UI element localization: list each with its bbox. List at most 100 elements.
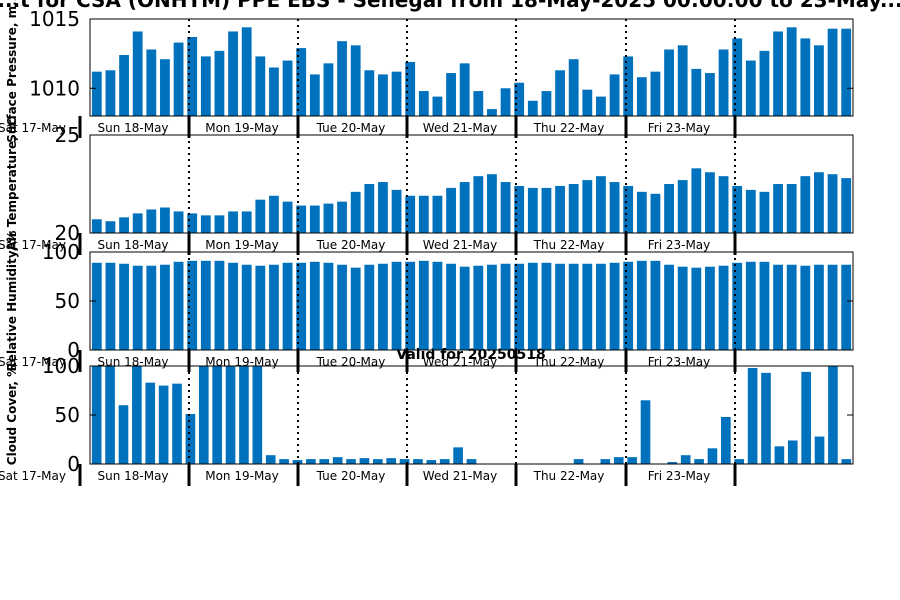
- day-label: Fri 23-May: [648, 238, 711, 252]
- bar: [734, 459, 745, 464]
- bar: [773, 264, 783, 350]
- bar: [255, 199, 266, 233]
- day-label: Tue 20-May: [316, 121, 386, 135]
- bar: [105, 221, 116, 233]
- bar: [514, 82, 525, 116]
- bar: [677, 45, 688, 116]
- bar: [252, 366, 263, 464]
- bar: [841, 459, 852, 464]
- bar: [473, 176, 484, 233]
- y-tick-label: 1015: [29, 7, 80, 31]
- bar: [378, 182, 388, 233]
- bar: [332, 457, 343, 464]
- bar: [359, 458, 370, 464]
- bar: [761, 372, 771, 464]
- bar: [432, 261, 443, 350]
- bar: [636, 260, 647, 350]
- bar: [800, 38, 811, 116]
- bar: [418, 195, 429, 233]
- bar: [364, 184, 375, 233]
- figure-subtitle: Valid for 20250518: [396, 347, 545, 363]
- bar: [664, 264, 674, 350]
- bar: [473, 91, 484, 116]
- bar: [346, 459, 356, 464]
- bar: [418, 91, 429, 116]
- day-label: Thu 22-May: [533, 238, 605, 252]
- bar: [707, 448, 718, 464]
- bar: [691, 168, 702, 233]
- bar: [800, 176, 811, 233]
- bar: [323, 203, 334, 233]
- day-label: Fri 23-May: [648, 469, 711, 483]
- bar: [759, 50, 770, 117]
- chart-panel-1: 1010 1015 Sat 17-May Sun 18-May Mon 19-May Tu…: [0, 0, 854, 143]
- bar: [555, 185, 565, 233]
- bar: [596, 263, 606, 350]
- bar: [118, 405, 129, 464]
- bar: [650, 71, 661, 116]
- bar: [446, 73, 456, 116]
- bar: [405, 261, 416, 350]
- bar: [405, 195, 416, 233]
- bar: [841, 28, 852, 117]
- day-label: Tue 20-May: [316, 355, 386, 369]
- bar: [773, 184, 783, 233]
- bar: [582, 180, 593, 233]
- bar: [527, 262, 538, 350]
- bar: [91, 219, 102, 233]
- bar: [200, 215, 211, 233]
- bar: [732, 262, 743, 350]
- bar: [541, 187, 552, 233]
- bar: [487, 109, 497, 116]
- bar: [694, 459, 704, 464]
- day-label: Sat 17-May: [0, 121, 66, 135]
- bar: [459, 63, 470, 116]
- bar: [418, 260, 429, 350]
- bar: [541, 91, 552, 116]
- bar: [623, 261, 634, 350]
- bar: [214, 215, 225, 233]
- bar: [337, 201, 347, 233]
- bar: [677, 180, 688, 233]
- y-tick-label: 0: [67, 338, 80, 362]
- bar: [828, 366, 838, 464]
- bar: [446, 187, 456, 233]
- bar: [691, 68, 702, 116]
- bar: [173, 211, 184, 233]
- bar: [732, 38, 743, 116]
- bar: [364, 70, 375, 116]
- bar: [600, 459, 611, 464]
- bar: [774, 446, 785, 464]
- bar: [160, 264, 170, 350]
- bar: [650, 260, 661, 350]
- bar: [640, 400, 651, 464]
- bar: [214, 260, 225, 350]
- bar: [296, 48, 307, 116]
- bar: [596, 96, 606, 116]
- bar: [664, 49, 674, 116]
- bar: [228, 262, 238, 350]
- y-tick-label: 1010: [29, 76, 80, 100]
- bar: [119, 263, 129, 350]
- bar: [241, 27, 252, 117]
- day-label: Mon 19-May: [205, 238, 279, 252]
- bar: [269, 67, 279, 116]
- bar: [296, 262, 307, 350]
- bar: [718, 49, 729, 116]
- y-axis-label: Air Temperature, °C: [5, 117, 19, 251]
- bar: [255, 265, 266, 350]
- bar: [105, 366, 115, 464]
- bar: [705, 266, 715, 350]
- bar: [732, 185, 743, 233]
- bar: [323, 63, 334, 116]
- bar: [636, 77, 647, 116]
- bar: [309, 261, 320, 350]
- bar: [391, 189, 402, 233]
- bar: [239, 366, 249, 464]
- bar: [160, 207, 170, 233]
- bar: [372, 459, 383, 464]
- bar: [487, 174, 497, 233]
- bar: [609, 182, 620, 233]
- day-label: Sat 17-May: [0, 238, 66, 252]
